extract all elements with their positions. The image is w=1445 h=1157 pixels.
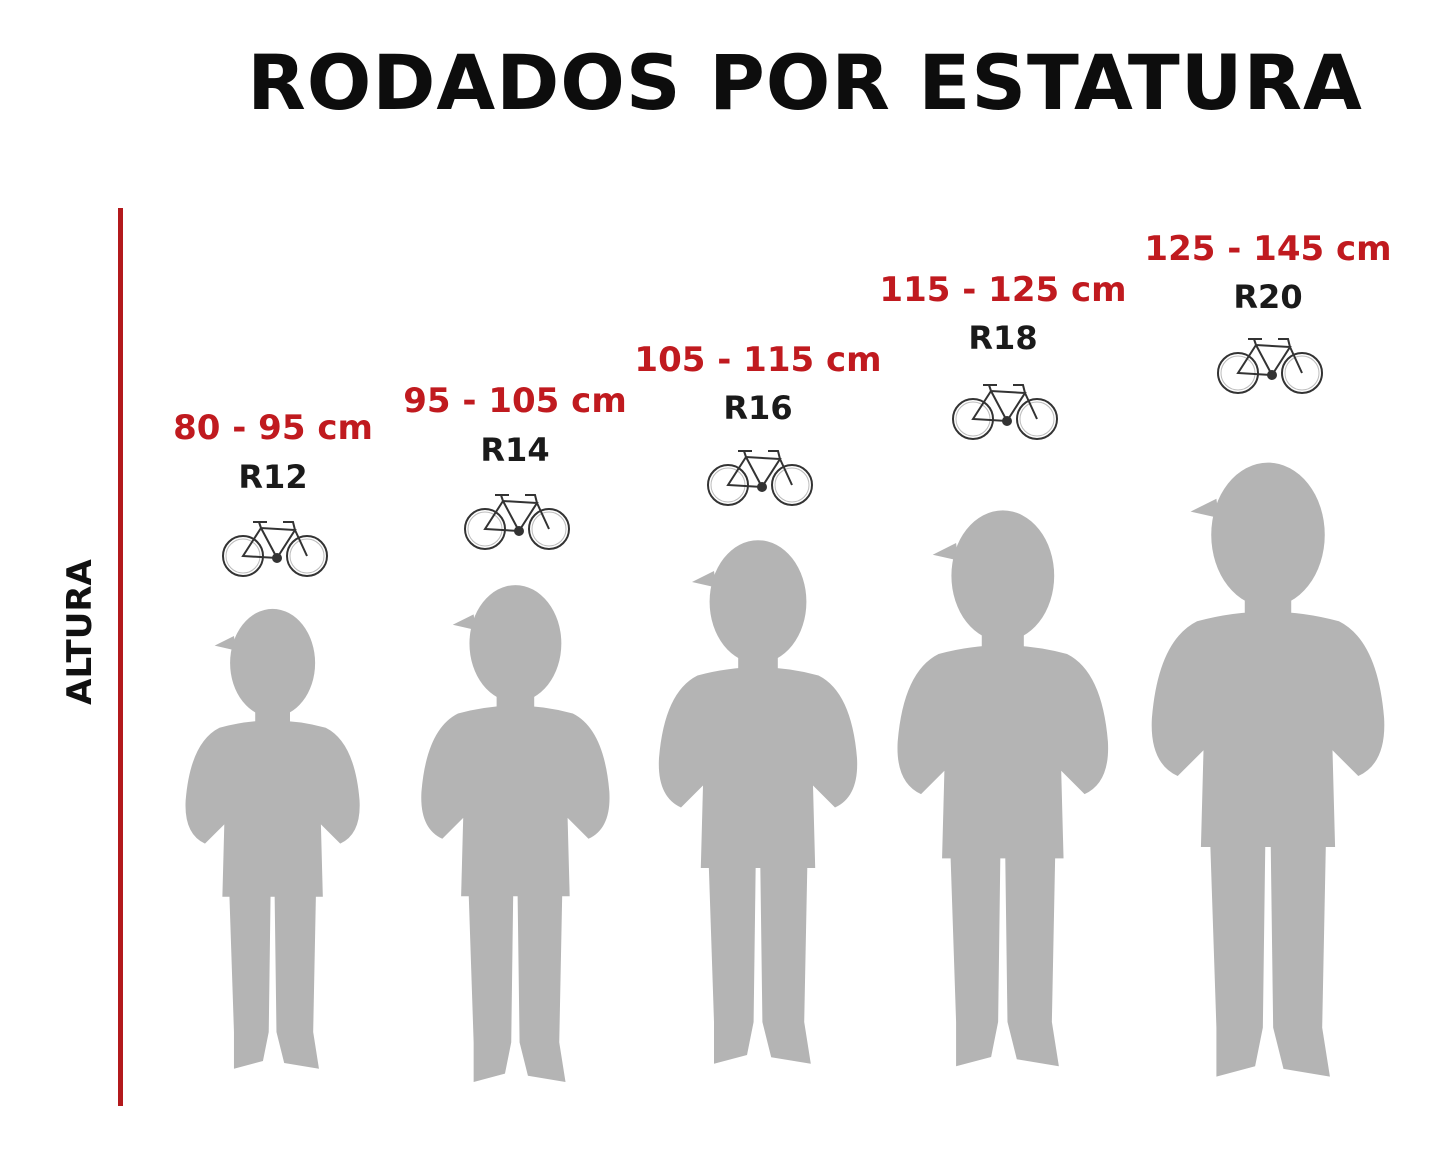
wheel-size-label: R18 xyxy=(968,319,1038,357)
height-axis-line xyxy=(118,208,123,1106)
page-title: RODADOS POR ESTATURA xyxy=(247,38,1363,127)
wheel-size-label: R20 xyxy=(1233,278,1303,316)
height-range: 115 - 125 cm xyxy=(879,270,1127,310)
child-silhouette-2 xyxy=(421,585,610,1083)
bicycle-icon xyxy=(1216,335,1324,397)
bicycle-icon xyxy=(706,447,814,509)
wheel-size-label: R14 xyxy=(480,431,550,469)
child-silhouette-3 xyxy=(658,540,858,1064)
child-silhouette-4 xyxy=(897,510,1109,1067)
wheel-size-label: R16 xyxy=(723,389,793,427)
height-range: 125 - 145 cm xyxy=(1144,229,1392,269)
child-silhouette-1 xyxy=(185,608,360,1069)
child-silhouette-5 xyxy=(1151,462,1385,1077)
height-range: 80 - 95 cm xyxy=(173,408,373,448)
bicycle-icon xyxy=(463,491,571,553)
bicycle-icon xyxy=(951,381,1059,443)
height-range: 105 - 115 cm xyxy=(634,340,882,380)
height-range: 95 - 105 cm xyxy=(403,381,627,421)
bicycle-icon xyxy=(221,518,329,580)
wheel-size-label: R12 xyxy=(238,458,308,496)
